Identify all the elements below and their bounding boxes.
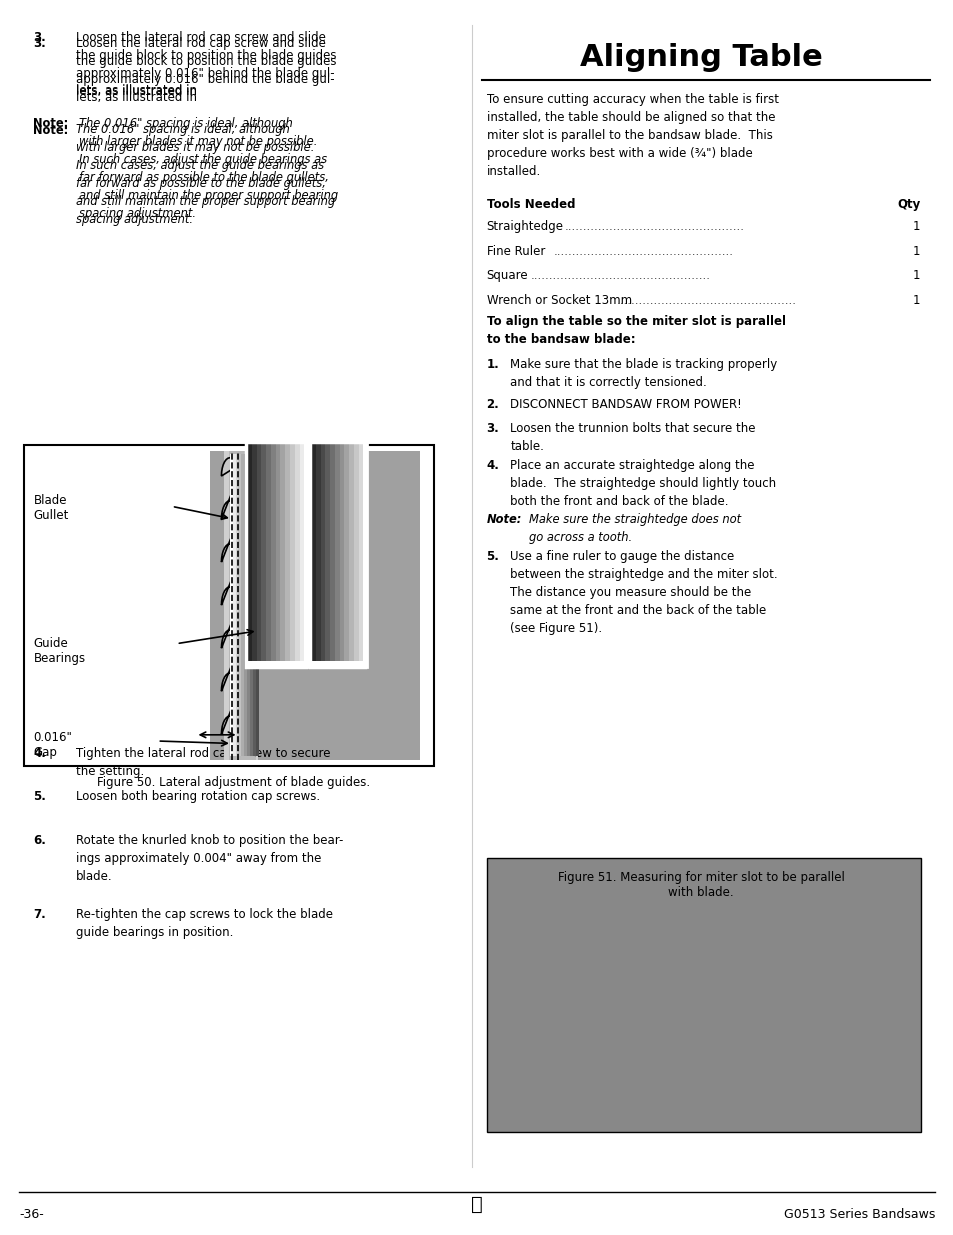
Text: Loosen the lateral rod cap screw and slide
the guide block to position the blade: Loosen the lateral rod cap screw and sli… — [76, 31, 336, 98]
Text: lets, as illustrated in: lets, as illustrated in — [76, 84, 201, 98]
Text: Tools Needed: Tools Needed — [486, 198, 575, 211]
Text: The 0.016" spacing is ideal, although
with larger blades it may not be possible.: The 0.016" spacing is ideal, although wi… — [76, 124, 335, 226]
Bar — [230, 454, 233, 756]
Text: Square: Square — [486, 269, 528, 283]
Text: ................................................: ........................................… — [530, 269, 710, 283]
Text: Note:: Note: — [486, 513, 521, 526]
Text: Tighten the lateral rod cap screw to secure
the setting.: Tighten the lateral rod cap screw to sec… — [76, 747, 331, 778]
Text: 4.: 4. — [486, 459, 498, 473]
Bar — [320, 442, 325, 661]
Bar — [486, 858, 920, 1132]
Text: 1: 1 — [912, 245, 920, 258]
Bar — [285, 442, 290, 661]
Text: Make sure the straightedge does not
go across a tooth.: Make sure the straightedge does not go a… — [529, 513, 740, 543]
Text: DISCONNECT BANDSAW FROM POWER!: DISCONNECT BANDSAW FROM POWER! — [510, 398, 741, 411]
Text: Rotate the knurled knob to position the bear-
ings approximately 0.004" away fro: Rotate the knurled knob to position the … — [76, 834, 343, 883]
Text: Fine Ruler: Fine Ruler — [486, 245, 544, 258]
Text: Blade
Gullet: Blade Gullet — [33, 494, 69, 522]
Text: ................................................: ........................................… — [616, 294, 796, 308]
Text: 5.: 5. — [33, 790, 46, 804]
Text: Figure 50. Lateral adjustment of blade guides.: Figure 50. Lateral adjustment of blade g… — [97, 776, 370, 789]
Bar — [315, 442, 320, 661]
Bar — [210, 451, 419, 760]
Bar — [354, 442, 358, 661]
Text: 4.: 4. — [33, 747, 46, 761]
Bar — [246, 442, 306, 667]
Text: ................................................: ........................................… — [564, 220, 744, 233]
Bar — [229, 451, 255, 760]
Text: 🐻: 🐻 — [471, 1194, 482, 1214]
Bar — [250, 454, 253, 756]
Bar — [339, 442, 344, 661]
Bar — [280, 442, 285, 661]
Bar — [271, 442, 275, 661]
Text: Straightedge: Straightedge — [486, 220, 563, 233]
Bar — [358, 442, 363, 661]
Bar — [244, 454, 247, 756]
Bar — [275, 442, 280, 661]
Text: 1: 1 — [912, 220, 920, 233]
Text: To ensure cutting accuracy when the table is first
installed, the table should b: To ensure cutting accuracy when the tabl… — [486, 93, 778, 178]
Bar — [241, 454, 244, 756]
Bar — [247, 454, 250, 756]
Text: 1.: 1. — [486, 358, 498, 372]
Bar — [344, 442, 349, 661]
Text: 3.: 3. — [33, 37, 46, 51]
Text: Note:: Note: — [33, 117, 69, 131]
Text: 3.: 3. — [33, 31, 46, 44]
Text: Use a fine ruler to gauge the distance
between the straightedge and the miter sl: Use a fine ruler to gauge the distance b… — [510, 550, 778, 635]
Text: Loosen the lateral rod cap screw and slide
the guide block to position the blade: Loosen the lateral rod cap screw and sli… — [76, 37, 336, 104]
Bar — [335, 442, 339, 661]
Bar — [247, 442, 252, 661]
Text: 3.: 3. — [486, 422, 498, 436]
Bar — [238, 454, 241, 756]
Text: Make sure that the blade is tracking properly
and that it is correctly tensioned: Make sure that the blade is tracking pro… — [510, 358, 777, 389]
Text: 5.: 5. — [486, 550, 498, 563]
Bar — [246, 442, 308, 667]
Text: Aligning Table: Aligning Table — [579, 43, 821, 72]
Bar — [330, 442, 335, 661]
Bar — [24, 445, 434, 766]
Text: 1: 1 — [912, 269, 920, 283]
Bar — [253, 454, 255, 756]
Text: -36-: -36- — [19, 1208, 44, 1221]
Bar — [256, 442, 261, 661]
Text: Wrench or Socket 13mm: Wrench or Socket 13mm — [486, 294, 631, 308]
Bar — [299, 442, 304, 661]
Bar — [349, 442, 354, 661]
Text: The 0.016" spacing is ideal, although
with larger blades it may not be possible.: The 0.016" spacing is ideal, although wi… — [79, 117, 338, 220]
Bar — [294, 442, 299, 661]
Text: 7.: 7. — [33, 908, 46, 921]
Bar — [252, 442, 256, 661]
Bar — [261, 442, 266, 661]
Text: 6.: 6. — [33, 834, 46, 847]
Text: ................................................: ........................................… — [553, 245, 733, 258]
Text: To align the table so the miter slot is parallel
to the bandsaw blade:: To align the table so the miter slot is … — [486, 315, 784, 346]
Bar — [310, 442, 367, 667]
Bar — [290, 442, 294, 661]
Text: 0.016"
Gap: 0.016" Gap — [33, 731, 72, 760]
Text: Loosen both bearing rotation cap screws.: Loosen both bearing rotation cap screws. — [76, 790, 320, 804]
Text: Loosen the trunnion bolts that secure the
table.: Loosen the trunnion bolts that secure th… — [510, 422, 755, 453]
Text: Place an accurate straightedge along the
blade.  The straightedge should lightly: Place an accurate straightedge along the… — [510, 459, 776, 509]
Text: G0513 Series Bandsaws: G0513 Series Bandsaws — [782, 1208, 934, 1221]
Bar — [235, 454, 238, 756]
Text: 2.: 2. — [486, 398, 498, 411]
Text: Guide
Bearings: Guide Bearings — [33, 637, 86, 666]
Bar — [255, 454, 258, 756]
Text: Re-tighten the cap screws to lock the blade
guide bearings in position.: Re-tighten the cap screws to lock the bl… — [76, 908, 333, 939]
Bar — [310, 442, 365, 667]
Text: Figure 51. Measuring for miter slot to be parallel
with blade.: Figure 51. Measuring for miter slot to b… — [558, 871, 843, 899]
Text: 1: 1 — [912, 294, 920, 308]
Bar — [325, 442, 330, 661]
Bar — [224, 451, 257, 760]
Bar — [266, 442, 271, 661]
Text: Qty: Qty — [897, 198, 920, 211]
Text: Note:: Note: — [33, 124, 69, 137]
Bar — [311, 442, 315, 661]
Bar — [233, 454, 235, 756]
Polygon shape — [221, 454, 255, 756]
